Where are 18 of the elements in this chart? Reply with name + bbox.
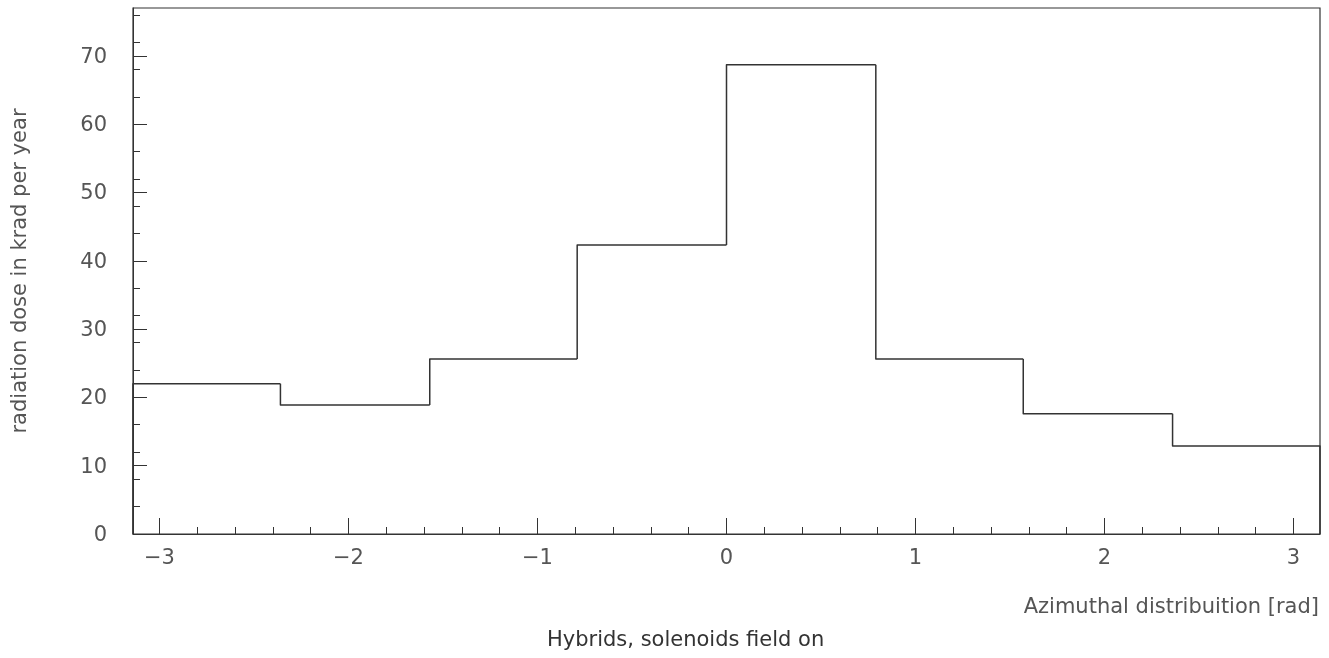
x-tick-label: 1	[908, 544, 923, 569]
x-tick-label: 0	[719, 544, 734, 569]
text: Hybrids, solenoids field on	[547, 626, 825, 651]
x-tick-label: −2	[332, 544, 364, 569]
x-tick-label: −1	[522, 544, 553, 569]
y-tick-label: 20	[80, 385, 107, 410]
y-tick-label: 10	[80, 453, 107, 478]
y-tick-label: 70	[80, 43, 107, 68]
x-axis-title: Azimuthal distribuition [rad]	[1023, 593, 1319, 618]
x-tick-label: −3	[143, 544, 175, 569]
y-tick-label: 0	[93, 522, 107, 546]
y-tick-label: 40	[80, 248, 107, 273]
y-tick-label: 30	[80, 317, 107, 342]
x-tick-label: 2	[1097, 544, 1112, 569]
y-tick-label: 50	[80, 180, 107, 205]
x-tick-label: 3	[1286, 544, 1301, 569]
y-tick-label: 60	[80, 112, 107, 137]
y-axis-title: radiation dose in krad per year	[6, 108, 31, 434]
